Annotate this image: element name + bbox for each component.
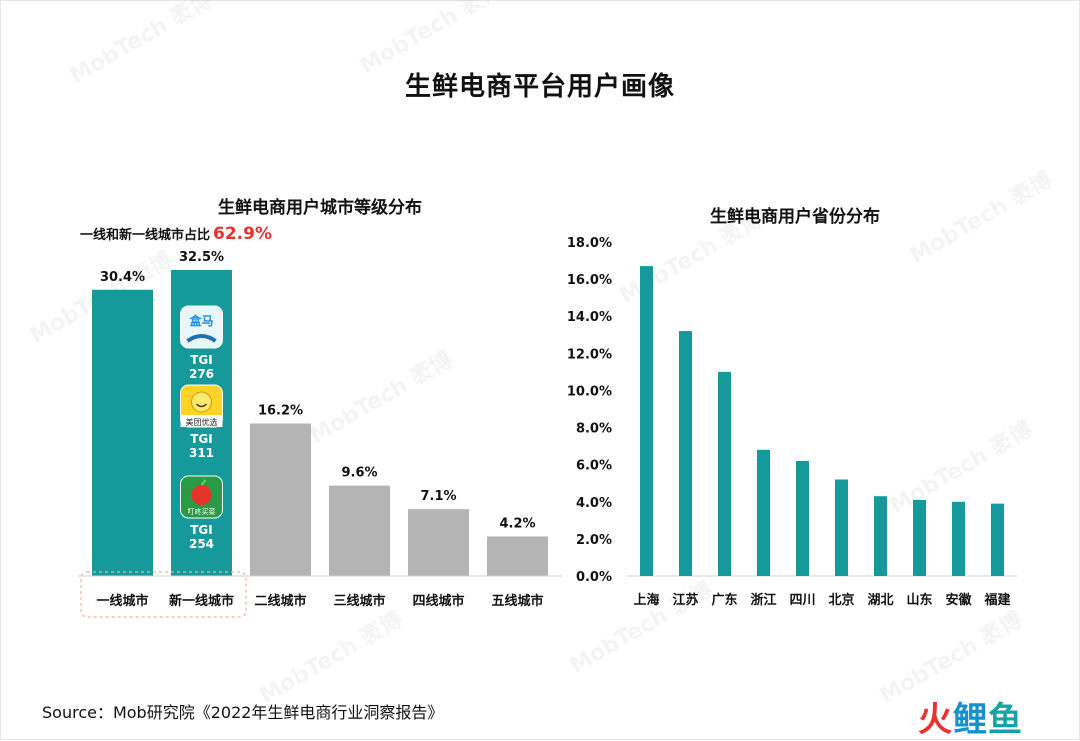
tgi-label: TGI: [190, 523, 213, 537]
logo-char-2: 鲤: [953, 700, 988, 740]
value-label: 30.4%: [100, 270, 145, 285]
category-label: 广东: [711, 592, 737, 608]
y-tick-label: 8.0%: [576, 422, 612, 437]
y-tick-label: 18.0%: [567, 236, 612, 251]
bar-四川: [796, 460, 809, 576]
bar-福建: [991, 503, 1004, 576]
category-label: 四川: [789, 593, 815, 608]
value-label: 16.2%: [258, 403, 303, 418]
app-icon-text: 盒马: [188, 313, 213, 328]
tgi-value: 311: [189, 446, 214, 460]
tgi-label: TGI: [190, 353, 213, 367]
category-label: 北京: [828, 592, 854, 608]
page-title: 生鲜电商平台用户画像: [404, 72, 675, 102]
y-tick-label: 12.0%: [567, 347, 612, 362]
bar-五线城市: [487, 536, 548, 576]
city-tier-chart: 30.4% 一线城市 32.5% 新一线城市 16.2% 二线城市 9.6% 三线城市 7.1%…: [78, 250, 562, 618]
bar-湖北: [874, 496, 887, 576]
y-tick-label: 0.0%: [576, 570, 612, 585]
category-label: 江苏: [672, 592, 698, 608]
bar-四线城市: [408, 509, 469, 576]
category-label: 安徽: [945, 592, 972, 608]
city-chart-title: 生鲜电商用户城市等级分布: [218, 198, 422, 218]
bar-上海: [640, 266, 653, 576]
y-tick-label: 4.0%: [576, 496, 612, 511]
category-label: 福建: [983, 592, 1010, 608]
y-tick-label: 10.0%: [567, 384, 612, 399]
source-note: Source：Mob研究院《2022年生鲜电商行业洞察报告》: [42, 703, 444, 722]
logo-char-3: 鱼: [988, 700, 1023, 740]
app-icon-text: 美团优选: [186, 417, 218, 427]
value-label: 9.6%: [341, 466, 377, 481]
tgi-label: TGI: [190, 432, 213, 446]
category-label: 四线城市: [412, 593, 464, 609]
bar-三线城市: [329, 485, 390, 576]
bar-广东: [718, 371, 731, 576]
value-label: 7.1%: [420, 489, 456, 504]
category-label: 山东: [906, 592, 932, 608]
bar-安徽: [952, 501, 965, 576]
y-tick-label: 6.0%: [576, 459, 612, 474]
app-icon-text: 叮咚买菜: [188, 507, 216, 516]
tgi-value: 254: [189, 537, 214, 551]
smile-mouth: [195, 403, 208, 408]
province-chart: 0.0% 2.0% 4.0% 6.0% 8.0% 10.0% 12.0% 14.0% 16.0%…: [567, 236, 1017, 608]
value-label: 4.2%: [499, 516, 535, 531]
category-label: 浙江: [750, 592, 776, 608]
bar-江苏: [679, 331, 692, 576]
app-icon-strip: [180, 415, 223, 427]
tier-share-text: 一线和新一线城市占比: [80, 228, 211, 243]
category-label: 新一线城市: [169, 593, 234, 609]
logo-char-1: 火: [918, 700, 953, 740]
category-label: 五线城市: [491, 593, 543, 609]
y-tick-label: 14.0%: [567, 310, 612, 325]
y-tick-label: 16.0%: [567, 273, 612, 288]
category-label: 二线城市: [254, 593, 306, 609]
y-tick-label: 2.0%: [576, 533, 612, 548]
tgi-value: 276: [189, 367, 214, 381]
brand-logo: 火鲤鱼: [918, 692, 1023, 741]
smile-icon: [191, 391, 212, 413]
value-label: 32.5%: [179, 250, 224, 265]
category-label: 三线城市: [333, 593, 385, 609]
category-label: 湖北: [867, 593, 893, 608]
province-chart-title: 生鲜电商用户省份分布: [710, 207, 880, 227]
apple-leaf: [200, 479, 207, 486]
category-label: 一线城市: [96, 593, 148, 609]
bar-一线城市: [92, 289, 153, 576]
bar-山东: [913, 499, 926, 576]
apple-icon: [191, 485, 212, 505]
tier-share-annotation: 一线和新一线城市占比 62.9%: [80, 224, 272, 244]
tier-share-value: 62.9%: [213, 224, 272, 244]
bar-浙江: [757, 449, 770, 576]
category-label: 上海: [633, 592, 659, 608]
bar-北京: [835, 479, 848, 576]
hippo-icon: [186, 334, 217, 343]
bar-二线城市: [250, 423, 311, 576]
